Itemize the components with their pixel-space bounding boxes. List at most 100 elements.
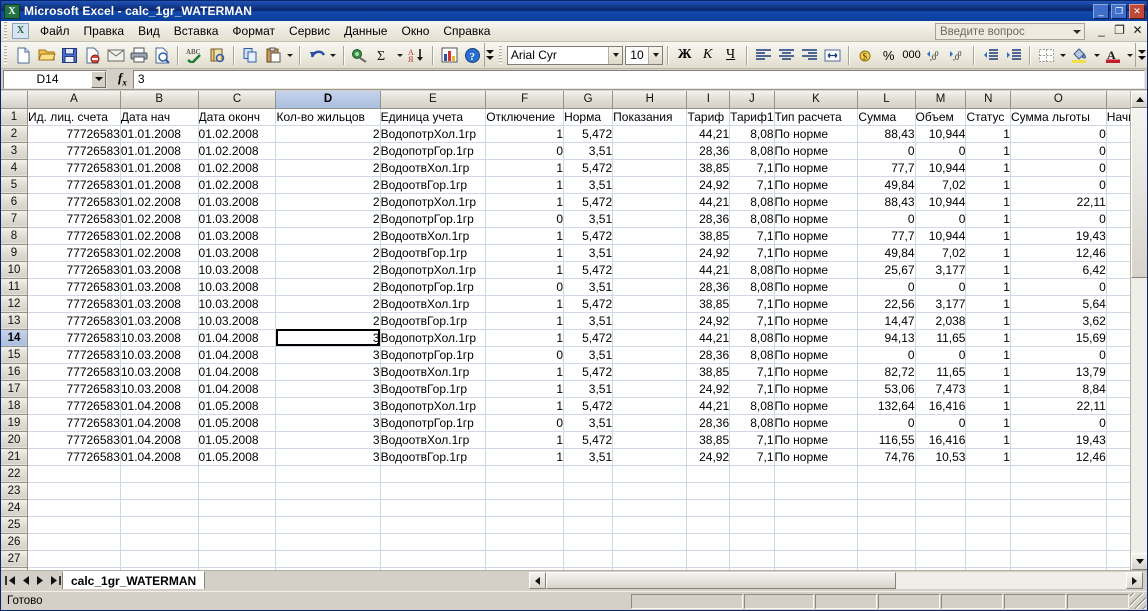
cell-L3[interactable]: 0 [857, 142, 916, 160]
cell-B21[interactable]: 01.04.2008 [120, 448, 199, 466]
cell-A18[interactable]: 77726583 [27, 397, 121, 415]
cell-N23[interactable] [965, 482, 1011, 500]
column-header-H[interactable]: H [612, 91, 688, 109]
vertical-scroll-track[interactable] [1131, 278, 1147, 553]
cell-A26[interactable] [27, 533, 121, 551]
font-size-chevron-icon[interactable] [648, 46, 663, 64]
cell-B1[interactable]: Дата нач [120, 108, 199, 126]
cell-B23[interactable] [120, 482, 199, 500]
cell-O21[interactable]: 12,46 [1010, 448, 1107, 466]
cell-N19[interactable]: 1 [965, 414, 1011, 432]
cell-N5[interactable]: 1 [965, 176, 1011, 194]
minimize-button[interactable]: _ [1093, 3, 1109, 19]
cell-F5[interactable]: 1 [485, 176, 565, 194]
standard-toolbar-grip[interactable] [2, 46, 10, 64]
spreadsheet-grid[interactable]: A B C D E F G H I J K L M N O [1, 91, 1147, 585]
cell-B3[interactable]: 01.01.2008 [120, 142, 199, 160]
fill-color-chevron-icon[interactable] [1091, 44, 1101, 66]
cell-J18[interactable]: 8,08 [729, 397, 775, 415]
row-header-12[interactable]: 12 [1, 295, 29, 313]
cell-J19[interactable]: 8,08 [729, 414, 775, 432]
cell-N2[interactable]: 1 [965, 125, 1011, 143]
cell-K19[interactable]: По норме [774, 414, 859, 432]
cell-L8[interactable]: 77,7 [857, 227, 916, 245]
cell-N16[interactable]: 1 [965, 363, 1011, 381]
row-header-18[interactable]: 18 [1, 397, 29, 415]
cell-D1[interactable]: Кол-во жильцов [275, 108, 381, 126]
cell-B10[interactable]: 01.03.2008 [120, 261, 199, 279]
cell-G2[interactable]: 5,472 [563, 125, 614, 143]
cell-N10[interactable]: 1 [965, 261, 1011, 279]
formatting-toolbar-overflow-icon[interactable] [1135, 43, 1147, 67]
cell-D8[interactable]: 2 [275, 227, 381, 245]
table-row[interactable]: 19 77726583 01.04.2008 01.05.2008 3 ВодопотрГ… [1, 414, 1147, 432]
menu-grip-handle[interactable] [2, 22, 10, 40]
maximize-button[interactable]: ❐ [1111, 3, 1127, 19]
cell-D2[interactable]: 2 [275, 125, 381, 143]
print-icon[interactable] [127, 44, 150, 66]
cell-K25[interactable] [774, 516, 859, 534]
column-header-O[interactable]: O [1010, 91, 1107, 109]
cell-I21[interactable]: 24,92 [686, 448, 731, 466]
cell-C14[interactable]: 01.04.2008 [198, 329, 277, 347]
cell-I4[interactable]: 38,85 [686, 159, 731, 177]
cell-N22[interactable] [965, 465, 1011, 483]
table-row[interactable]: 5 77726583 01.01.2008 01.02.2008 2 ВодоотвГор… [1, 176, 1147, 194]
close-button[interactable]: ✕ [1129, 3, 1145, 19]
cell-L7[interactable]: 0 [857, 210, 916, 228]
cell-L18[interactable]: 132,64 [857, 397, 916, 415]
cell-K21[interactable]: По норме [774, 448, 859, 466]
row-header-14[interactable]: 14 [1, 329, 29, 347]
font-color-chevron-icon[interactable] [1125, 44, 1135, 66]
cell-J14[interactable]: 8,08 [729, 329, 775, 347]
cell-M26[interactable] [915, 533, 967, 551]
cell-D3[interactable]: 2 [275, 142, 381, 160]
table-row[interactable]: 3 77726583 01.01.2008 01.02.2008 2 ВодопотрГо… [1, 142, 1147, 160]
open-folder-icon[interactable] [35, 44, 58, 66]
column-header-L[interactable]: L [857, 91, 916, 109]
cell-E14[interactable]: ВодопотрХол.1гр [380, 329, 487, 347]
cell-M8[interactable]: 10,944 [915, 227, 967, 245]
cell-M11[interactable]: 0 [915, 278, 967, 296]
cell-H8[interactable] [612, 227, 688, 245]
autosum-chevron-icon[interactable] [395, 44, 405, 66]
cell-B26[interactable] [120, 533, 199, 551]
column-header-A[interactable]: A [27, 91, 121, 109]
cell-H16[interactable] [612, 363, 688, 381]
cell-K18[interactable]: По норме [774, 397, 859, 415]
cell-A27[interactable] [27, 550, 121, 568]
table-row[interactable]: 24 [1, 499, 1147, 517]
cell-F24[interactable] [485, 499, 565, 517]
cell-D13[interactable]: 2 [275, 312, 381, 330]
cell-D26[interactable] [275, 533, 381, 551]
table-row[interactable]: 4 77726583 01.01.2008 01.02.2008 2 ВодоотвХол… [1, 159, 1147, 177]
cell-L2[interactable]: 88,43 [857, 125, 916, 143]
doc-restore-button[interactable]: ❐ [1114, 23, 1125, 37]
cell-H2[interactable] [612, 125, 688, 143]
cell-N24[interactable] [965, 499, 1011, 517]
cell-C22[interactable] [198, 465, 277, 483]
email-icon[interactable] [104, 44, 127, 66]
cell-F1[interactable]: Отключение [485, 108, 565, 126]
cell-A23[interactable] [27, 482, 121, 500]
cell-O12[interactable]: 5,64 [1010, 295, 1107, 313]
doc-close-button[interactable]: ✕ [1132, 23, 1143, 37]
cell-K14[interactable]: По норме [774, 329, 859, 347]
row-header-16[interactable]: 16 [1, 363, 29, 381]
cell-F8[interactable]: 1 [485, 227, 565, 245]
column-header-N[interactable]: N [965, 91, 1011, 109]
cell-O19[interactable]: 0 [1010, 414, 1107, 432]
cell-D15[interactable]: 3 [275, 346, 381, 364]
cell-I11[interactable]: 28,36 [686, 278, 731, 296]
cell-A15[interactable]: 77726583 [27, 346, 121, 364]
cell-J17[interactable]: 7,1 [729, 380, 775, 398]
cell-G27[interactable] [563, 550, 614, 568]
cell-H7[interactable] [612, 210, 688, 228]
table-row[interactable]: 7 77726583 01.02.2008 01.03.2008 2 ВодопотрГо… [1, 210, 1147, 228]
menu-item-help[interactable]: Справка [443, 23, 491, 38]
cell-I2[interactable]: 44,21 [686, 125, 731, 143]
cell-F15[interactable]: 0 [485, 346, 565, 364]
cell-M7[interactable]: 0 [915, 210, 967, 228]
cell-I10[interactable]: 44,21 [686, 261, 731, 279]
cell-L23[interactable] [857, 482, 916, 500]
